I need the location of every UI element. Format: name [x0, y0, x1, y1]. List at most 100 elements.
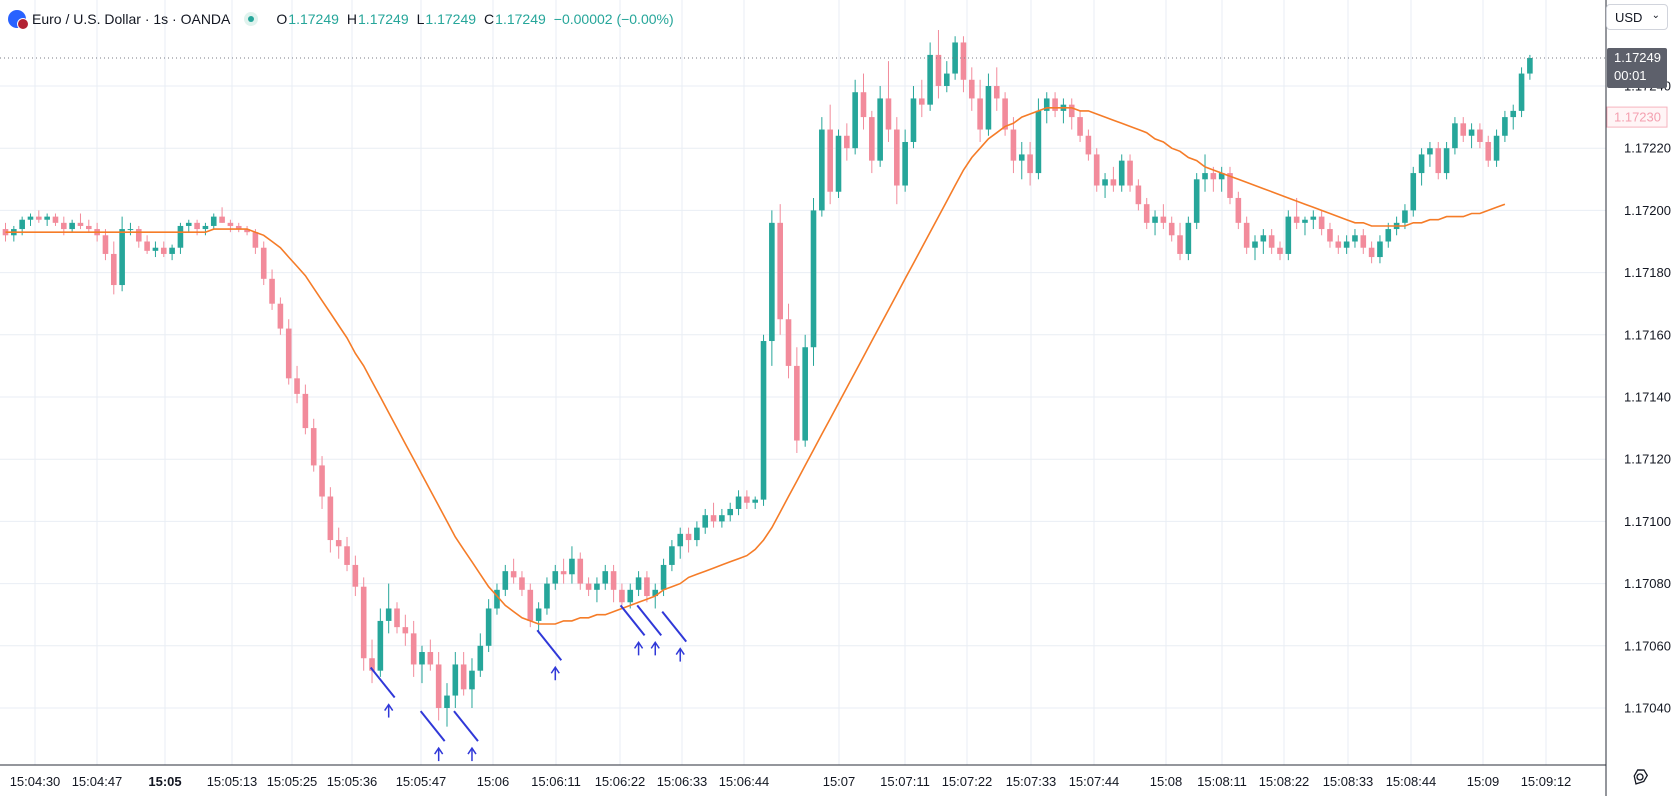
- candle: [1310, 210, 1317, 230]
- candle: [219, 207, 225, 223]
- candle-body: [644, 577, 650, 597]
- candle-body: [69, 222, 75, 230]
- y-tick-label: 1.17120: [1624, 452, 1671, 467]
- candle-body: [719, 515, 725, 522]
- candle-body: [1443, 148, 1450, 174]
- candle-body: [352, 564, 359, 587]
- candle: [835, 129, 842, 198]
- candle-body: [1002, 98, 1008, 130]
- candle: [410, 620, 417, 677]
- candle: [469, 658, 475, 708]
- candle-body: [1493, 135, 1500, 161]
- x-tick-label: 15:09:12: [1521, 774, 1572, 789]
- candle-body: [927, 54, 933, 105]
- candle-body: [86, 225, 92, 230]
- candle-body: [910, 98, 917, 142]
- candle: [719, 508, 725, 528]
- candle: [1110, 166, 1117, 192]
- candle-body: [1418, 154, 1425, 174]
- chart-settings-button[interactable]: [1628, 765, 1652, 789]
- candle: [1227, 166, 1233, 205]
- candle: [1093, 148, 1100, 192]
- candle-body: [610, 571, 617, 590]
- candle-body: [410, 633, 417, 665]
- candle-body: [494, 589, 500, 609]
- candle-body: [244, 229, 250, 233]
- low-value: 1.17249: [425, 11, 477, 27]
- candle: [252, 229, 259, 254]
- x-tick-label: 15:06: [477, 774, 510, 789]
- candle: [69, 219, 75, 233]
- candle: [1193, 173, 1200, 230]
- candle: [669, 540, 675, 572]
- candle: [1185, 216, 1192, 261]
- candle: [177, 222, 184, 254]
- candle-body: [635, 577, 642, 590]
- candle: [569, 546, 575, 584]
- candle: [119, 216, 125, 292]
- candle: [1443, 141, 1450, 180]
- candle: [227, 219, 234, 233]
- candle: [1493, 129, 1500, 167]
- candle-body: [727, 508, 734, 516]
- candle: [335, 527, 342, 559]
- candle: [635, 571, 642, 597]
- candle-body: [877, 98, 883, 161]
- candle: [910, 86, 917, 149]
- candle: [36, 210, 42, 223]
- candle-body: [794, 365, 800, 441]
- candle-body: [619, 589, 625, 603]
- candle: [1002, 92, 1008, 136]
- candle-body: [894, 129, 900, 186]
- candle: [1010, 117, 1017, 174]
- high-value: 1.17249: [358, 11, 409, 27]
- candle-body: [1168, 222, 1175, 236]
- candle: [844, 123, 850, 161]
- candle-body: [1085, 135, 1092, 155]
- y-tick-label: 1.17100: [1624, 514, 1671, 529]
- candle-body: [1235, 197, 1242, 223]
- candle: [794, 347, 800, 453]
- candle: [52, 213, 59, 226]
- candle-body: [1527, 58, 1533, 74]
- annotation-arrow-head: [434, 746, 444, 755]
- candle: [985, 73, 992, 136]
- entry-annotation: [661, 610, 688, 662]
- candle: [1260, 229, 1267, 254]
- candle: [610, 564, 617, 603]
- candle-body: [1027, 154, 1033, 174]
- candle-body: [860, 92, 867, 118]
- candle: [1085, 129, 1092, 161]
- x-tick-label: 15:06:44: [719, 774, 770, 789]
- candle: [544, 577, 550, 615]
- symbol-title[interactable]: Euro / U.S. Dollar · 1s · OANDA: [32, 11, 231, 27]
- currency-selector-button[interactable]: USD ⌄: [1606, 4, 1668, 30]
- candle-body: [1385, 229, 1392, 242]
- candle-body: [260, 247, 267, 279]
- candle: [1143, 197, 1150, 230]
- candle-body: [677, 533, 684, 547]
- candle-body: [1260, 235, 1267, 242]
- candle: [710, 502, 717, 528]
- candle-body: [427, 652, 434, 665]
- candle-body: [1102, 179, 1108, 186]
- annotation-line: [536, 629, 563, 661]
- candle-body: [252, 232, 259, 248]
- annotation-line: [419, 710, 446, 742]
- candle: [110, 241, 117, 295]
- candle-body: [360, 586, 367, 659]
- x-tick-label: 15:04:47: [72, 774, 123, 789]
- candle: [202, 222, 209, 236]
- x-tick-label: 15:09: [1467, 774, 1500, 789]
- candle: [27, 213, 34, 226]
- candle: [1527, 54, 1533, 80]
- candle-body: [785, 319, 792, 366]
- candle: [160, 241, 167, 258]
- candle-body: [152, 247, 159, 251]
- candle-body: [993, 86, 1000, 99]
- candle-body: [552, 571, 559, 584]
- candle: [1518, 67, 1525, 118]
- candle: [1060, 98, 1067, 124]
- candle-body: [760, 341, 767, 500]
